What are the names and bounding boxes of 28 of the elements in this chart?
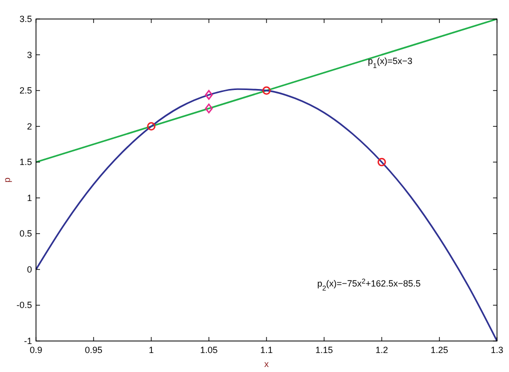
x-tick-label: 1.15 (315, 345, 333, 355)
y-tick-label: 0 (26, 264, 32, 274)
x-tick-label: 1.1 (260, 345, 273, 355)
y-tick-label: -1 (24, 336, 32, 346)
x-tick-label: 1.3 (490, 345, 504, 355)
annotation: p$_{2}$(x)=−75x$^{2}$+162.5x−85.5 (317, 278, 421, 292)
y-tick-label: -0.5 (16, 300, 32, 310)
y-tick-label: 3 (26, 50, 32, 60)
x-tick-label: 1.2 (375, 345, 388, 355)
point (262, 86, 271, 95)
x-tick-label: 1.25 (430, 345, 448, 355)
point (204, 104, 213, 114)
annotation: p$_{1}$(x)=5x−3 (368, 56, 412, 70)
y-tick-label: 0.5 (19, 228, 32, 239)
x-tick-label: 1 (148, 345, 154, 355)
x-tick-label: 0.95 (84, 345, 102, 355)
x-axis-title: x (264, 359, 270, 369)
y-axis-title: p (2, 177, 12, 183)
y-tick-label: 3.5 (19, 14, 32, 24)
y-tick-label: 2 (26, 121, 32, 132)
point (378, 158, 386, 166)
point (204, 90, 213, 100)
y-tick-label: 2.5 (19, 86, 32, 96)
x-tick-label: 0.9 (30, 345, 42, 355)
point (147, 122, 156, 131)
y-tick-label: 1.5 (19, 157, 32, 168)
y-tick-label: 1 (26, 192, 32, 203)
x-tick-label: 1.05 (200, 345, 218, 355)
